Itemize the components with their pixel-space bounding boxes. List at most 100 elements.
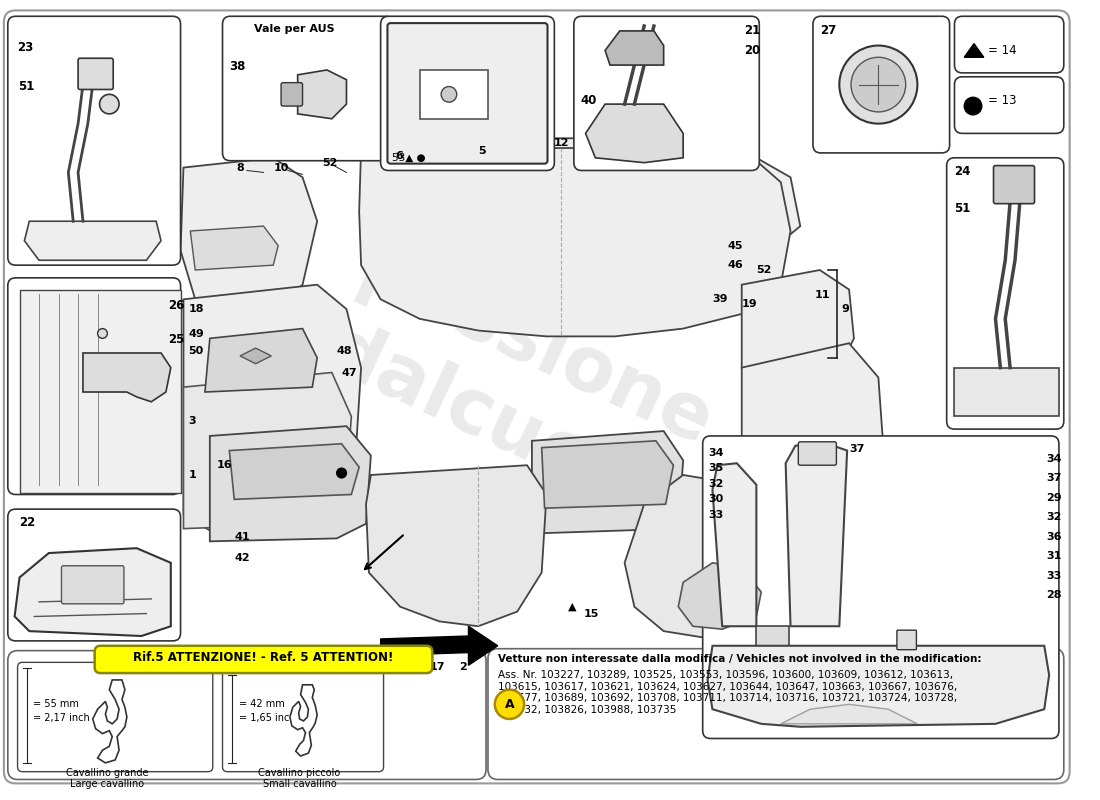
Polygon shape — [20, 290, 180, 493]
FancyBboxPatch shape — [4, 10, 1069, 783]
Text: 7: 7 — [595, 138, 603, 148]
Polygon shape — [532, 431, 683, 534]
Text: 36: 36 — [1046, 531, 1062, 542]
Polygon shape — [955, 368, 1059, 417]
FancyBboxPatch shape — [703, 436, 1059, 738]
Text: 42: 42 — [234, 553, 250, 563]
Polygon shape — [541, 441, 673, 508]
Text: A: A — [505, 698, 515, 711]
Text: 16: 16 — [217, 460, 232, 470]
Polygon shape — [205, 329, 317, 392]
Polygon shape — [713, 463, 757, 626]
Text: 8: 8 — [236, 162, 244, 173]
Text: 37: 37 — [849, 444, 865, 454]
Text: 26: 26 — [168, 299, 184, 312]
FancyBboxPatch shape — [955, 77, 1064, 134]
Text: 12: 12 — [553, 138, 569, 148]
Polygon shape — [190, 226, 278, 270]
Polygon shape — [965, 44, 983, 58]
FancyBboxPatch shape — [282, 82, 303, 106]
Text: 2: 2 — [459, 662, 466, 672]
FancyBboxPatch shape — [993, 166, 1034, 204]
Text: 3: 3 — [188, 417, 196, 426]
Text: 10: 10 — [273, 162, 288, 173]
Text: Rif.5 ATTENZIONE! - Ref. 5 ATTENTION!: Rif.5 ATTENZIONE! - Ref. 5 ATTENTION! — [133, 650, 394, 664]
FancyBboxPatch shape — [95, 646, 432, 673]
Polygon shape — [385, 138, 801, 265]
Text: = 1,65 inch: = 1,65 inch — [239, 713, 296, 723]
Polygon shape — [360, 148, 791, 336]
FancyBboxPatch shape — [222, 16, 394, 161]
Text: 4: 4 — [405, 661, 412, 670]
Text: = 13: = 13 — [988, 94, 1016, 107]
Text: 19: 19 — [741, 299, 758, 310]
Text: 33: 33 — [1046, 570, 1062, 581]
Text: 39: 39 — [713, 294, 728, 305]
Text: = 42 mm: = 42 mm — [239, 699, 285, 710]
Text: 28: 28 — [1046, 590, 1062, 600]
FancyBboxPatch shape — [955, 16, 1064, 73]
Text: 24: 24 — [955, 165, 971, 178]
Text: 49: 49 — [188, 329, 205, 338]
Text: 5: 5 — [478, 146, 486, 156]
Text: 9: 9 — [842, 304, 849, 314]
FancyBboxPatch shape — [8, 509, 180, 641]
Polygon shape — [605, 31, 663, 65]
Circle shape — [965, 98, 982, 115]
Text: 45: 45 — [727, 241, 742, 250]
FancyBboxPatch shape — [78, 58, 113, 90]
Circle shape — [839, 46, 917, 124]
Text: 31: 31 — [1046, 551, 1062, 561]
Text: = 14: = 14 — [988, 44, 1016, 57]
Polygon shape — [741, 343, 883, 490]
Text: 35: 35 — [708, 463, 724, 474]
FancyBboxPatch shape — [813, 16, 949, 153]
Text: 51: 51 — [955, 202, 971, 214]
Text: 48: 48 — [337, 346, 352, 356]
Text: 22: 22 — [20, 516, 36, 529]
Polygon shape — [741, 270, 854, 387]
Text: 50: 50 — [188, 346, 204, 356]
Circle shape — [495, 690, 524, 719]
Text: 53▲ ●: 53▲ ● — [393, 153, 426, 163]
FancyBboxPatch shape — [8, 16, 180, 265]
Text: 51: 51 — [18, 80, 34, 93]
Text: 32: 32 — [1046, 512, 1062, 522]
Text: 1: 1 — [188, 470, 196, 480]
Text: = 55 mm: = 55 mm — [33, 699, 79, 710]
Polygon shape — [210, 426, 371, 542]
Polygon shape — [184, 373, 351, 529]
Text: Cavallino piccolo
Small cavallino: Cavallino piccolo Small cavallino — [258, 768, 341, 790]
Polygon shape — [229, 444, 360, 499]
Text: 52: 52 — [757, 265, 772, 275]
Polygon shape — [757, 626, 789, 646]
FancyBboxPatch shape — [799, 442, 836, 466]
Text: 47: 47 — [342, 368, 358, 378]
Text: 37: 37 — [1046, 473, 1062, 483]
Text: = 2,17 inch: = 2,17 inch — [33, 713, 90, 723]
Polygon shape — [290, 685, 317, 756]
Circle shape — [851, 58, 905, 112]
Text: 21: 21 — [744, 24, 760, 37]
Circle shape — [98, 329, 108, 338]
FancyBboxPatch shape — [896, 630, 916, 650]
FancyBboxPatch shape — [8, 278, 180, 494]
Text: Vetture non interessate dalla modifica / Vehicles not involved in the modificati: Vetture non interessate dalla modifica /… — [497, 654, 981, 663]
Text: 32: 32 — [708, 479, 724, 489]
Text: 23: 23 — [18, 41, 34, 54]
Polygon shape — [707, 646, 1049, 726]
Polygon shape — [180, 158, 317, 319]
FancyBboxPatch shape — [387, 23, 548, 164]
FancyBboxPatch shape — [8, 650, 486, 779]
Text: 52: 52 — [322, 158, 338, 168]
Circle shape — [99, 94, 119, 114]
Text: 20: 20 — [744, 44, 760, 57]
Polygon shape — [298, 70, 346, 118]
Polygon shape — [785, 444, 847, 626]
Text: ▲: ▲ — [568, 602, 576, 612]
Polygon shape — [381, 626, 497, 666]
Text: 17: 17 — [429, 662, 444, 672]
Text: 34: 34 — [1046, 454, 1062, 463]
Text: 40: 40 — [581, 94, 597, 107]
Text: 25: 25 — [168, 334, 184, 346]
